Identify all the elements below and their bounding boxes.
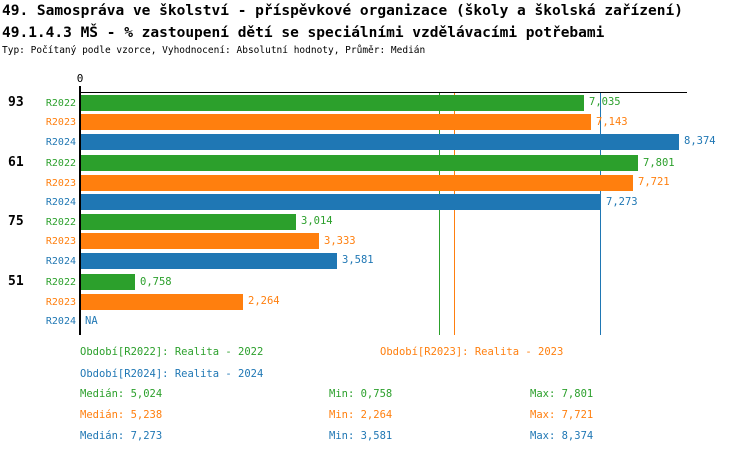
stat-max-r2022: Max: 7,801 [530, 388, 594, 400]
bar-value-r2023-61: 7,721 [638, 176, 670, 188]
year-label-r2023-61: R2023 [45, 177, 76, 189]
x-axis-line [80, 92, 687, 93]
median-line-r2024 [600, 93, 601, 335]
legend-entry-r2023: Období[R2023]: Realita - 2023 [380, 346, 564, 358]
bar-r2023-61 [81, 174, 633, 191]
year-label-r2024-75: R2024 [45, 255, 76, 267]
bar-value-r2024-75: 3,581 [342, 254, 374, 266]
year-label-r2024-93: R2024 [45, 136, 76, 148]
bar-r2022-61 [81, 155, 638, 171]
bar-r2024-61 [81, 194, 601, 210]
bar-value-r2022-75: 3,014 [301, 215, 333, 227]
bar-value-r2023-75: 3,333 [324, 234, 356, 247]
year-label-r2022-51: R2022 [45, 277, 76, 288]
year-label-r2023-51: R2023 [45, 296, 76, 308]
bar-r2023-93 [81, 114, 591, 130]
group-label-75: 75 [8, 213, 24, 229]
median-line-r2023 [454, 93, 455, 335]
bar-value-r2024-93: 8,374 [684, 135, 716, 147]
bar-value-r2022-93: 7,035 [589, 96, 621, 108]
group-label-61: 61 [8, 155, 24, 170]
bar-r2022-75 [81, 213, 296, 230]
bar-r2022-93 [81, 94, 584, 111]
bar-value-r2023-51: 2,264 [248, 295, 280, 307]
bar-r2022-51 [81, 274, 135, 290]
stat-max-r2023: Max: 7,721 [530, 409, 594, 421]
group-label-51: 51 [8, 274, 24, 289]
legend-entry-r2024: Období[R2024]: Realita - 2024 [80, 368, 264, 380]
year-label-r2023-75: R2023 [45, 236, 76, 247]
bar-value-r2023-93: 7,143 [596, 115, 628, 128]
bar-r2024-75 [81, 252, 337, 269]
y-axis-line [79, 86, 81, 335]
stat-min-r2023: Min: 2,264 [329, 409, 393, 421]
plot-area: 93 R2022 7,035 R2023 7,143 R2024 8,374 61 R2022 7… [0, 93, 750, 335]
bar-r2023-75 [81, 233, 319, 249]
x-axis-tick-label: 0 [76, 72, 84, 85]
bar-value-r2022-61: 7,801 [643, 156, 675, 169]
report-title: 49. Samospráva ve školství - příspěvkové… [2, 3, 683, 19]
year-label-r2024-51: R2024 [45, 316, 76, 327]
bar-value-r2022-51: 0,758 [140, 275, 172, 288]
year-label-r2022-75: R2022 [45, 216, 76, 228]
report-subtitle: 49.1.4.3 MŠ - % zastoupení dětí se speci… [2, 25, 605, 41]
stat-min-r2024: Min: 3,581 [329, 430, 393, 442]
stat-median-r2022: Medián: 5,024 [80, 388, 163, 400]
bar-chart: 0 93 R2022 7,035 R2023 7,143 R2024 8,374 61 R202… [0, 72, 750, 335]
year-label-r2024-61: R2024 [45, 197, 76, 208]
median-line-r2022 [439, 93, 440, 335]
stat-max-r2024: Max: 8,374 [530, 430, 594, 442]
year-label-r2023-93: R2023 [45, 117, 76, 128]
report-meta: Typ: Počítaný podle vzorce, Vyhodnocení:… [2, 45, 426, 56]
year-label-r2022-61: R2022 [45, 158, 76, 169]
stat-median-r2023: Medián: 5,238 [80, 409, 163, 421]
bar-r2023-51 [81, 293, 243, 310]
group-label-93: 93 [8, 94, 24, 110]
legend-entry-r2022: Období[R2022]: Realita - 2022 [80, 346, 264, 358]
stat-median-r2024: Medián: 7,273 [80, 430, 163, 442]
bar-value-r2024-51: NA [85, 314, 98, 327]
bar-value-r2024-61: 7,273 [606, 195, 638, 208]
bar-r2024-93 [81, 133, 679, 150]
year-label-r2022-93: R2022 [45, 97, 76, 109]
stat-min-r2022: Min: 0,758 [329, 388, 393, 400]
